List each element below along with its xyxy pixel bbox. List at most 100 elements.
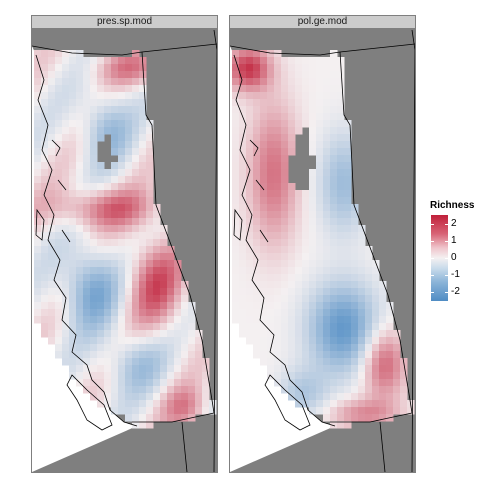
- richness-cell: [34, 169, 42, 177]
- richness-cell: [34, 71, 42, 79]
- richness-cell: [344, 239, 352, 247]
- richness-cell: [253, 337, 261, 345]
- richness-cell: [146, 288, 154, 296]
- richness-cell: [253, 204, 261, 212]
- richness-cell: [139, 358, 147, 366]
- richness-cell: [139, 169, 147, 177]
- richness-cell: [69, 267, 77, 275]
- richness-cell: [97, 120, 105, 128]
- richness-cell: [246, 225, 254, 233]
- legend-tick-mark: [431, 292, 434, 293]
- legend-tick-label: 1: [451, 234, 457, 246]
- richness-cell: [41, 176, 49, 184]
- richness-cell: [132, 246, 140, 254]
- richness-cell: [246, 197, 254, 205]
- richness-cell: [139, 197, 147, 205]
- richness-cell: [167, 288, 175, 296]
- richness-cell: [167, 393, 175, 401]
- richness-cell: [181, 379, 189, 387]
- richness-cell: [253, 134, 261, 142]
- richness-cell: [167, 358, 175, 366]
- richness-cell: [274, 309, 282, 317]
- richness-cell: [125, 344, 133, 352]
- richness-cell: [393, 358, 401, 366]
- richness-cell: [146, 344, 154, 352]
- richness-cell: [160, 253, 168, 261]
- richness-cell: [69, 211, 77, 219]
- richness-cell: [274, 57, 282, 65]
- richness-cell: [309, 400, 317, 408]
- richness-cell: [323, 120, 331, 128]
- richness-cell: [372, 323, 380, 331]
- richness-cell: [274, 127, 282, 135]
- richness-cell: [153, 260, 161, 268]
- richness-cell: [125, 71, 133, 79]
- richness-map-right: [230, 30, 415, 472]
- richness-cell: [76, 225, 84, 233]
- richness-cell: [97, 64, 105, 72]
- richness-cell: [111, 148, 119, 156]
- richness-cell: [274, 183, 282, 191]
- richness-cell: [330, 155, 338, 163]
- richness-cell: [167, 386, 175, 394]
- richness-cell: [386, 302, 394, 310]
- richness-cell: [111, 211, 119, 219]
- richness-cell: [302, 344, 310, 352]
- richness-cell: [393, 407, 401, 415]
- richness-cell: [267, 288, 275, 296]
- richness-cell: [41, 246, 49, 254]
- richness-cell: [281, 232, 289, 240]
- richness-cell: [253, 78, 261, 86]
- richness-cell: [365, 379, 373, 387]
- richness-cell: [281, 176, 289, 184]
- richness-cell: [69, 57, 77, 65]
- richness-cell: [274, 169, 282, 177]
- richness-cell: [274, 162, 282, 170]
- richness-cell: [125, 218, 133, 226]
- richness-cell: [330, 274, 338, 282]
- richness-cell: [337, 183, 345, 191]
- eastern-border: [339, 51, 413, 414]
- richness-cell: [281, 351, 289, 359]
- richness-cell: [295, 379, 303, 387]
- richness-cell: [195, 407, 203, 415]
- richness-cell: [146, 120, 154, 128]
- far-east-border: [411, 30, 415, 472]
- richness-cell: [69, 176, 77, 184]
- richness-cell: [386, 393, 394, 401]
- richness-cell: [139, 148, 147, 156]
- richness-cell: [288, 337, 296, 345]
- richness-cell: [139, 337, 147, 345]
- richness-cell: [139, 134, 147, 142]
- richness-cell: [295, 372, 303, 380]
- richness-cell: [253, 85, 261, 93]
- richness-cell: [288, 183, 296, 191]
- richness-cell: [358, 407, 366, 415]
- richness-cell: [69, 225, 77, 233]
- richness-cell: [246, 302, 254, 310]
- legend-tick-mark: [431, 241, 434, 242]
- richness-cell: [274, 106, 282, 114]
- richness-cell: [260, 127, 268, 135]
- richness-cell: [330, 330, 338, 338]
- richness-cell: [246, 50, 254, 58]
- richness-cell: [83, 295, 91, 303]
- richness-cell: [167, 260, 175, 268]
- richness-cell: [281, 358, 289, 366]
- richness-cell: [97, 92, 105, 100]
- richness-cell: [55, 183, 63, 191]
- richness-cell: [260, 267, 268, 275]
- richness-cell: [274, 197, 282, 205]
- richness-cell: [267, 246, 275, 254]
- richness-cell: [316, 78, 324, 86]
- richness-cell: [316, 253, 324, 261]
- richness-cell: [316, 211, 324, 219]
- richness-cell: [139, 239, 147, 247]
- richness-cell: [62, 169, 70, 177]
- richness-cell: [97, 204, 105, 212]
- richness-cell: [309, 260, 317, 268]
- richness-cell: [153, 274, 161, 282]
- richness-cell: [118, 260, 126, 268]
- richness-cell: [181, 358, 189, 366]
- richness-cell: [309, 204, 317, 212]
